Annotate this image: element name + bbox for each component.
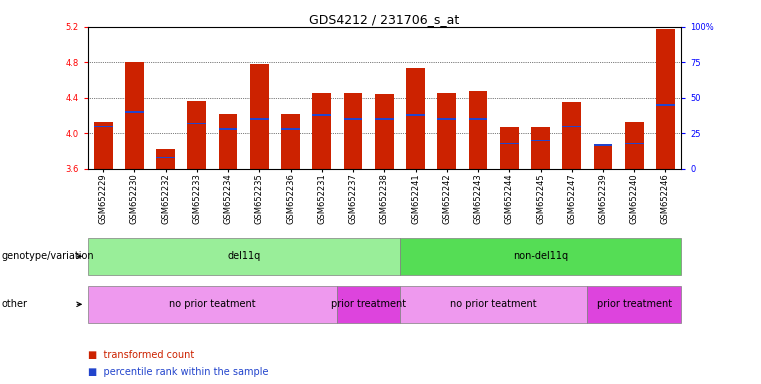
Text: prior treatment: prior treatment (597, 299, 672, 310)
Bar (250, 118, 269, 120)
Bar (531, 127, 550, 169)
Bar (625, 142, 644, 144)
Text: ■  transformed count: ■ transformed count (88, 350, 194, 360)
Text: non-del11q: non-del11q (513, 251, 568, 262)
Bar (375, 94, 393, 169)
Bar (344, 118, 362, 120)
Bar (156, 149, 175, 169)
Bar (94, 126, 113, 127)
Bar (218, 128, 237, 130)
Bar (500, 142, 519, 144)
Bar (656, 104, 675, 106)
Text: ■  percentile rank within the sample: ■ percentile rank within the sample (88, 367, 268, 377)
Bar (469, 118, 487, 120)
Bar (625, 122, 644, 169)
Bar (594, 144, 613, 169)
Bar (218, 114, 237, 169)
Bar (469, 91, 487, 169)
Bar (344, 93, 362, 169)
Bar (500, 127, 519, 169)
Title: GDS4212 / 231706_s_at: GDS4212 / 231706_s_at (309, 13, 460, 26)
Text: other: other (2, 299, 27, 310)
Bar (156, 157, 175, 158)
Bar (406, 68, 425, 169)
Bar (282, 128, 300, 130)
Bar (125, 111, 144, 113)
Bar (438, 93, 456, 169)
Text: no prior teatment: no prior teatment (451, 299, 537, 310)
Bar (125, 63, 144, 169)
Bar (562, 103, 581, 169)
Bar (562, 126, 581, 127)
Bar (187, 101, 206, 169)
Bar (406, 114, 425, 116)
Bar (438, 118, 456, 120)
Bar (187, 123, 206, 124)
Bar (313, 114, 331, 116)
Bar (94, 122, 113, 169)
Bar (656, 29, 675, 169)
Bar (594, 144, 613, 146)
Text: genotype/variation: genotype/variation (2, 251, 94, 262)
Text: prior treatment: prior treatment (331, 299, 406, 310)
Bar (313, 93, 331, 169)
Bar (282, 114, 300, 169)
Text: no prior teatment: no prior teatment (169, 299, 256, 310)
Text: del11q: del11q (227, 251, 260, 262)
Bar (375, 118, 393, 120)
Bar (250, 64, 269, 169)
Bar (531, 140, 550, 141)
